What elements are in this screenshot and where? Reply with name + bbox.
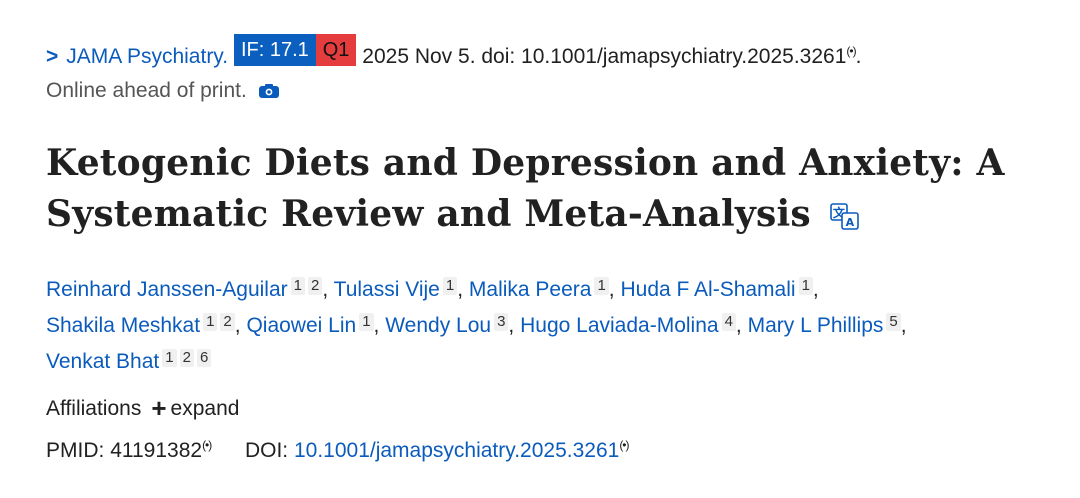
camera-icon[interactable]: [258, 84, 279, 99]
author-name[interactable]: Qiaowei Lin: [246, 314, 357, 337]
citation-period: .: [855, 45, 862, 68]
affiliation-number[interactable]: 1: [290, 277, 305, 295]
author-item: Venkat Bhat 1 2 6: [46, 349, 212, 373]
affiliation-number[interactable]: 1: [359, 313, 374, 331]
affiliation-number[interactable]: 1: [162, 349, 177, 367]
author-name[interactable]: Malika Peera: [468, 278, 592, 301]
expand-label[interactable]: expand: [170, 397, 240, 420]
article-title: Ketogenic Diets and Depression and Anxie…: [46, 138, 1056, 240]
affiliation-number[interactable]: 1: [798, 277, 813, 295]
publication-status: Online ahead of print.: [46, 74, 1056, 108]
translate-icon[interactable]: 文 A: [829, 203, 860, 231]
author-item: Qiaowei Lin 1,: [246, 313, 380, 337]
author-name[interactable]: Venkat Bhat: [46, 350, 160, 373]
status-text: Online ahead of print.: [46, 79, 247, 102]
doi-link[interactable]: 10.1001/jamapsychiatry.2025.3261: [293, 439, 620, 462]
chevron-right-icon[interactable]: >: [46, 45, 59, 68]
author-name[interactable]: Tulassi Vije: [333, 278, 440, 301]
author-item: Mary L Phillips 5,: [747, 313, 907, 337]
article-identifiers: PMID: 41191382(•) DOI: 10.1001/jamapsych…: [46, 428, 1056, 468]
doi-label: DOI:: [244, 439, 289, 462]
author-item: Tulassi Vije 1,: [333, 277, 464, 301]
author-item: Reinhard Janssen-Aguilar 1 2,: [46, 277, 329, 301]
affiliation-number[interactable]: 3: [494, 313, 509, 331]
author-item: Malika Peera 1,: [468, 277, 615, 301]
journal-link[interactable]: JAMA Psychiatry.: [66, 45, 229, 68]
affiliation-number[interactable]: 1: [442, 277, 458, 295]
author-name[interactable]: Mary L Phillips: [747, 314, 884, 337]
affiliation-number[interactable]: 2: [220, 313, 235, 331]
author-item: Shakila Meshkat 1 2,: [46, 313, 241, 337]
affiliations-toggle[interactable]: Affiliations + expand: [46, 393, 1056, 424]
citation-line: > JAMA Psychiatry. IF: 17.1 Q1 2025 Nov 5.…: [46, 34, 1056, 74]
affiliation-number[interactable]: 6: [196, 349, 212, 367]
title-line-2: Systematic Review and Meta-Analysis: [46, 193, 811, 235]
citation-date-doi: 2025 Nov 5. doi: 10.1001/jamapsychiatry.…: [362, 45, 847, 68]
title-line-1: Ketogenic Diets and Depression and Anxie…: [46, 142, 1005, 184]
svg-text:A: A: [845, 216, 854, 229]
affiliation-number[interactable]: 2: [307, 277, 323, 295]
author-item: Wendy Lou 3,: [385, 313, 515, 337]
quartile-badge: Q1: [315, 34, 357, 66]
author-list: Reinhard Janssen-Aguilar 1 2, Tulassi Vije…: [46, 272, 1056, 380]
author-name[interactable]: Huda F Al-Shamali: [620, 278, 796, 301]
author-name[interactable]: Hugo Laviada-Molina: [520, 314, 719, 337]
impact-factor-badge: IF: 17.1: [233, 34, 316, 66]
affiliation-number[interactable]: 2: [179, 349, 194, 367]
affiliation-number[interactable]: 1: [203, 313, 218, 331]
affiliation-number[interactable]: 1: [594, 277, 609, 295]
affiliation-number[interactable]: 4: [721, 313, 736, 331]
radio-signal-icon: (•): [202, 438, 212, 452]
author-name[interactable]: Shakila Meshkat: [46, 314, 201, 337]
author-name[interactable]: Reinhard Janssen-Aguilar: [46, 278, 288, 301]
pmid-value: 41191382: [110, 439, 203, 462]
affiliation-number[interactable]: 5: [886, 313, 901, 331]
affiliations-label: Affiliations: [46, 397, 142, 420]
article-header: > JAMA Psychiatry. IF: 17.1 Q1 2025 Nov 5.…: [46, 34, 1056, 468]
radio-signal-icon: (•): [846, 44, 856, 58]
author-item: Hugo Laviada-Molina 4,: [520, 313, 742, 337]
author-name[interactable]: Wendy Lou: [385, 314, 492, 337]
author-item: Huda F Al-Shamali 1,: [620, 277, 819, 301]
plus-icon[interactable]: +: [151, 393, 167, 423]
pmid-label: PMID:: [46, 439, 105, 462]
radio-signal-icon: (•): [619, 438, 629, 452]
